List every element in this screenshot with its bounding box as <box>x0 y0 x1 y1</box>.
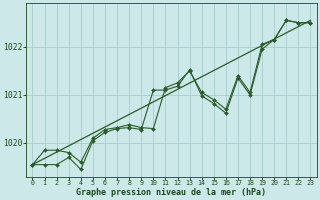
X-axis label: Graphe pression niveau de la mer (hPa): Graphe pression niveau de la mer (hPa) <box>76 188 267 197</box>
